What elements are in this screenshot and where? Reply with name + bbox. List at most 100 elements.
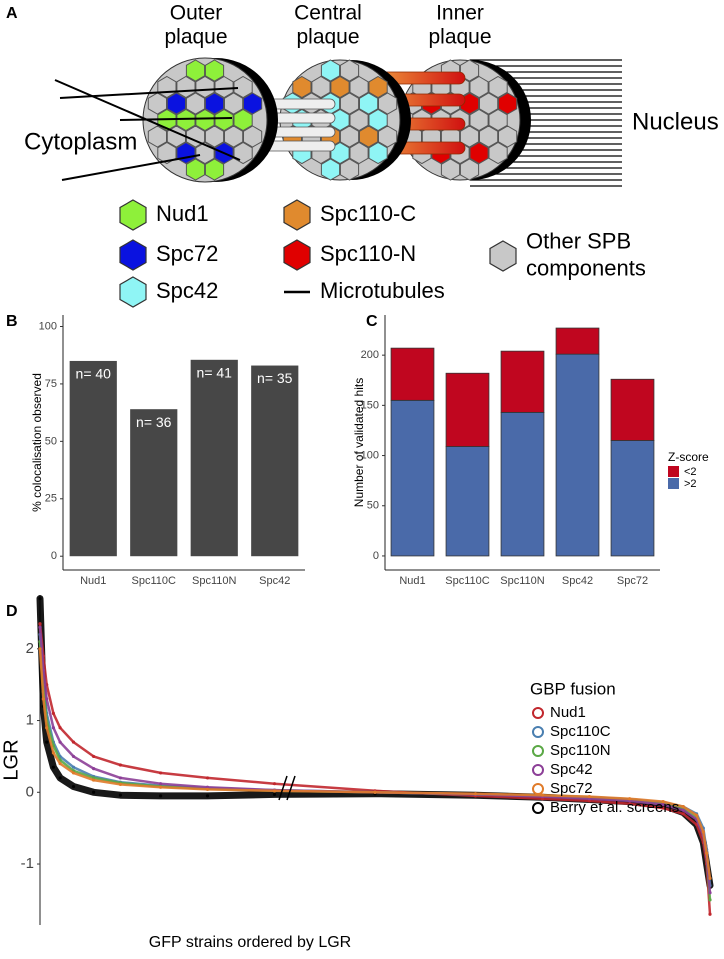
spb-component	[330, 75, 350, 99]
spb-component	[469, 141, 489, 165]
legend-swatch	[283, 239, 311, 271]
spb-component	[469, 108, 489, 132]
spb-component	[488, 108, 508, 132]
spb-component	[195, 75, 215, 99]
bar-annotation: n= 40	[76, 366, 112, 382]
bar-segment	[555, 353, 600, 557]
break-mark	[278, 775, 288, 801]
x-axis-title: GFP strains ordered by LGR	[149, 934, 351, 951]
point	[272, 789, 277, 793]
spb-component	[339, 59, 360, 82]
point	[708, 912, 712, 916]
legend-label: Other SPB	[526, 228, 631, 253]
point	[45, 697, 49, 701]
region-label: Cytoplasm	[24, 128, 137, 155]
point	[38, 625, 42, 629]
x-tick-label: Spc110C	[132, 575, 176, 587]
y-tick-label: 100	[361, 449, 379, 461]
spb-component	[378, 92, 398, 115]
spb-diagram: A OuterplaqueCentralplaqueInnerplaqueCyto…	[6, 2, 719, 308]
legend-label: Berry et al. screens	[550, 799, 679, 816]
bar-segment	[610, 440, 655, 557]
spb-component	[195, 108, 215, 132]
point	[71, 765, 76, 769]
spb-component	[368, 141, 388, 165]
spb-component	[292, 75, 312, 99]
point	[71, 784, 76, 789]
bar-segment	[445, 446, 490, 557]
spb-component	[147, 92, 167, 115]
point	[708, 898, 712, 902]
bar-annotation: n= 35	[257, 370, 293, 386]
point	[205, 776, 210, 780]
spb-component	[157, 141, 177, 165]
y-tick-label: 0	[51, 550, 57, 562]
legend-swatch	[119, 199, 147, 231]
panel-label: A	[6, 5, 18, 22]
spb-component	[224, 92, 244, 115]
bar-segment	[500, 350, 545, 413]
point	[628, 797, 632, 801]
point	[159, 782, 163, 786]
legend-swatch	[532, 745, 544, 757]
bar-segment	[610, 378, 655, 441]
point	[159, 785, 163, 789]
spb-component	[214, 75, 234, 99]
legend-title: Z-score	[668, 450, 709, 464]
spb-component	[243, 92, 263, 115]
legend-label: components	[526, 255, 646, 280]
spb-component	[204, 158, 225, 181]
legend-swatch	[532, 707, 544, 719]
spb-component	[359, 92, 379, 115]
spb-component	[166, 92, 186, 115]
spb-component	[359, 125, 379, 148]
x-tick-label: Spc42	[562, 575, 593, 587]
point	[118, 793, 122, 797]
legend-label: <2	[684, 466, 697, 478]
bar	[69, 360, 117, 557]
spb-component	[339, 92, 360, 115]
axis-break	[278, 775, 296, 801]
point	[38, 596, 42, 601]
spb-component	[233, 108, 253, 132]
microtubule	[59, 87, 239, 99]
bar-segment	[390, 347, 435, 401]
point	[118, 763, 122, 767]
spb-component	[349, 75, 369, 99]
point	[681, 812, 685, 816]
spb-component	[459, 158, 480, 181]
y-tick-label: 2	[26, 640, 34, 657]
microtubule	[119, 117, 233, 121]
break-mark	[286, 775, 296, 801]
spb-component	[440, 158, 461, 181]
panel-label: B	[6, 313, 18, 330]
point	[58, 776, 62, 780]
point	[705, 851, 709, 855]
spb-component	[368, 108, 388, 132]
series-line	[38, 626, 712, 894]
series-line	[38, 633, 712, 887]
y-tick-label: 25	[45, 493, 57, 505]
y-tick-label: 1	[26, 712, 34, 729]
spb-component	[479, 125, 499, 148]
point	[118, 776, 122, 780]
spb-component	[204, 59, 225, 82]
spb-component	[185, 59, 206, 82]
point	[58, 740, 62, 744]
point	[473, 792, 478, 796]
y-tick-label: -1	[21, 855, 34, 872]
y-axis-title: Number of validated hits	[352, 378, 366, 507]
legend-swatch	[532, 726, 544, 738]
point	[540, 793, 545, 797]
point	[272, 792, 277, 797]
panel-label: D	[6, 603, 18, 620]
point	[58, 761, 62, 766]
spb-component	[185, 158, 206, 181]
spb-component	[224, 125, 244, 148]
legend-label: Spc72	[156, 241, 218, 266]
plaque-title: Inner	[436, 2, 484, 25]
legend-label: Spc110-N	[320, 241, 416, 266]
region-label: Nucleus	[632, 108, 719, 135]
